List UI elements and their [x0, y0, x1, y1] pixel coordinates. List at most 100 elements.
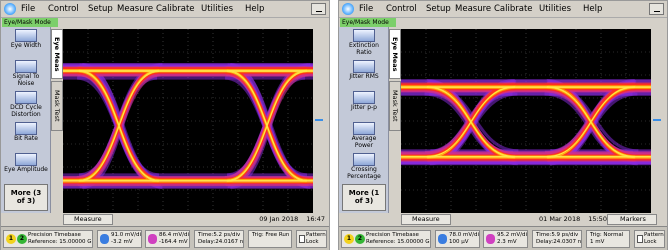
- vertical-tab[interactable]: Eye Meas: [389, 29, 401, 79]
- menu-item[interactable]: Measure: [117, 4, 153, 14]
- trigger-cell[interactable]: Trig: Free Run: [248, 230, 292, 248]
- menu-item[interactable]: Calibrate: [156, 4, 195, 14]
- time: 15:50: [588, 215, 607, 223]
- measurement-button[interactable]: Bit Rate: [4, 122, 48, 149]
- menu-item[interactable]: File: [359, 4, 373, 14]
- vertical-tab[interactable]: Mask Test: [51, 81, 63, 131]
- measurement-button[interactable]: Signal To Noise: [4, 60, 48, 87]
- menu-item[interactable]: Calibrate: [494, 4, 533, 14]
- pattern-cell[interactable]: Pattern Lock: [634, 230, 665, 248]
- vertical-tab[interactable]: Eye Meas: [51, 29, 63, 79]
- menu-item[interactable]: Help: [583, 4, 602, 14]
- measurement-button[interactable]: Jitter p-p: [342, 91, 386, 118]
- markers-tab[interactable]: Markers: [607, 214, 657, 225]
- channel-badge: 1: [6, 234, 16, 244]
- channel-icon: [486, 234, 495, 244]
- pattern-cell[interactable]: Pattern Lock: [296, 230, 327, 248]
- channel-marker: [653, 119, 661, 121]
- mode-label: Eye/Mask Mode: [2, 18, 58, 27]
- menu-item[interactable]: Help: [245, 4, 264, 14]
- channel-badge: 2: [17, 234, 27, 244]
- menu-item[interactable]: Control: [48, 4, 79, 14]
- channel-icon: [438, 234, 447, 244]
- measurement-button[interactable]: Crossing Percentage: [342, 153, 386, 180]
- menu-item[interactable]: Setup: [88, 4, 113, 14]
- button-icon: [15, 29, 37, 42]
- screen: FileControlSetupMeasureCalibrateUtilitie…: [0, 0, 668, 250]
- menu-item[interactable]: Utilities: [539, 4, 571, 14]
- button-icon: [15, 60, 37, 73]
- measurement-button[interactable]: Jitter RMS: [342, 60, 386, 87]
- trigger-setting: Trig: Normal: [590, 232, 623, 239]
- channel-setting: 95.2 mV/div: [497, 232, 528, 239]
- measurement-button[interactable]: Eye Amplitude: [4, 153, 48, 180]
- button-label: Crossing Percentage: [342, 167, 386, 180]
- timing-setting: Delay:24.0307 ns: [536, 239, 582, 246]
- menu-item[interactable]: Control: [386, 4, 417, 14]
- menu-item[interactable]: Measure: [455, 4, 491, 14]
- timebase-title: Precision Timebase: [28, 232, 81, 239]
- eye-diagram: [401, 29, 651, 213]
- menu-item[interactable]: Utilities: [201, 4, 233, 14]
- measurement-toolbar: Extinction Ratio Jitter RMS Jitter p-p Aver…: [339, 27, 389, 213]
- vertical-tab[interactable]: Mask Test: [389, 81, 401, 131]
- measurement-button[interactable]: More (3 of 3): [4, 184, 48, 211]
- button-label: Eye Amplitude: [4, 167, 48, 174]
- button-label: Jitter p-p: [342, 105, 386, 112]
- channel-cell[interactable]: 91.0 mV/div-3.2 mV: [97, 230, 142, 248]
- timing-setting: Time:5.2 ps/div: [198, 232, 240, 239]
- date: 09 Jan 2018: [259, 215, 298, 223]
- measure-tab[interactable]: Measure: [63, 214, 113, 225]
- measurement-button[interactable]: Eye Width: [4, 29, 48, 56]
- button-label: Extinction Ratio: [342, 43, 386, 56]
- channel-badge: 2: [355, 234, 365, 244]
- minimize-button[interactable]: [311, 3, 326, 15]
- measure-tab[interactable]: Measure: [401, 214, 451, 225]
- button-icon: [353, 122, 375, 135]
- measurement-button[interactable]: Extinction Ratio: [342, 29, 386, 56]
- button-label: DCD Cycle Distortion: [4, 105, 48, 118]
- channel-setting: 2.3 mV: [497, 239, 517, 246]
- button-label: More (1 of 3): [345, 189, 383, 205]
- timebase-reference: Reference: 15.00000 GHz: [28, 239, 93, 246]
- mode-label: Eye/Mask Mode: [340, 18, 396, 27]
- pattern-icon: [637, 235, 643, 243]
- channel-marker: [315, 119, 323, 121]
- time: 16:47: [306, 215, 325, 223]
- button-label: Jitter RMS: [342, 74, 386, 81]
- channel-setting: 78.0 mV/div: [449, 232, 480, 239]
- button-icon: [353, 29, 375, 42]
- channel-setting: 100 µV: [449, 239, 469, 246]
- pattern-icon: [299, 235, 305, 243]
- menu-item[interactable]: Setup: [426, 4, 451, 14]
- measurement-button[interactable]: Average Power: [342, 122, 386, 149]
- measurement-toolbar: Eye Width Signal To Noise DCD Cycle Distor…: [1, 27, 51, 213]
- button-icon: [353, 91, 375, 104]
- button-label: Bit Rate: [4, 136, 48, 143]
- pattern-label: Pattern Lock: [306, 232, 327, 246]
- button-icon: [353, 60, 375, 73]
- date-time: 09 Jan 2018 16:47: [241, 214, 329, 225]
- channel-cell[interactable]: 86.4 mV/div-164.4 mV: [145, 230, 190, 248]
- menu-item[interactable]: File: [21, 4, 35, 14]
- bottom-bar: Measure Markers: [401, 213, 667, 226]
- app-logo: [342, 3, 354, 15]
- minimize-button[interactable]: [649, 3, 664, 15]
- channel-icon: [148, 234, 157, 244]
- timing-setting: Delay:24.0167 ns: [198, 239, 244, 246]
- measurement-button[interactable]: DCD Cycle Distortion: [4, 91, 48, 118]
- channel-setting: -3.2 mV: [111, 239, 133, 246]
- date: 01 Mar 2018: [539, 215, 580, 223]
- measurement-button[interactable]: More (1 of 3): [342, 184, 386, 211]
